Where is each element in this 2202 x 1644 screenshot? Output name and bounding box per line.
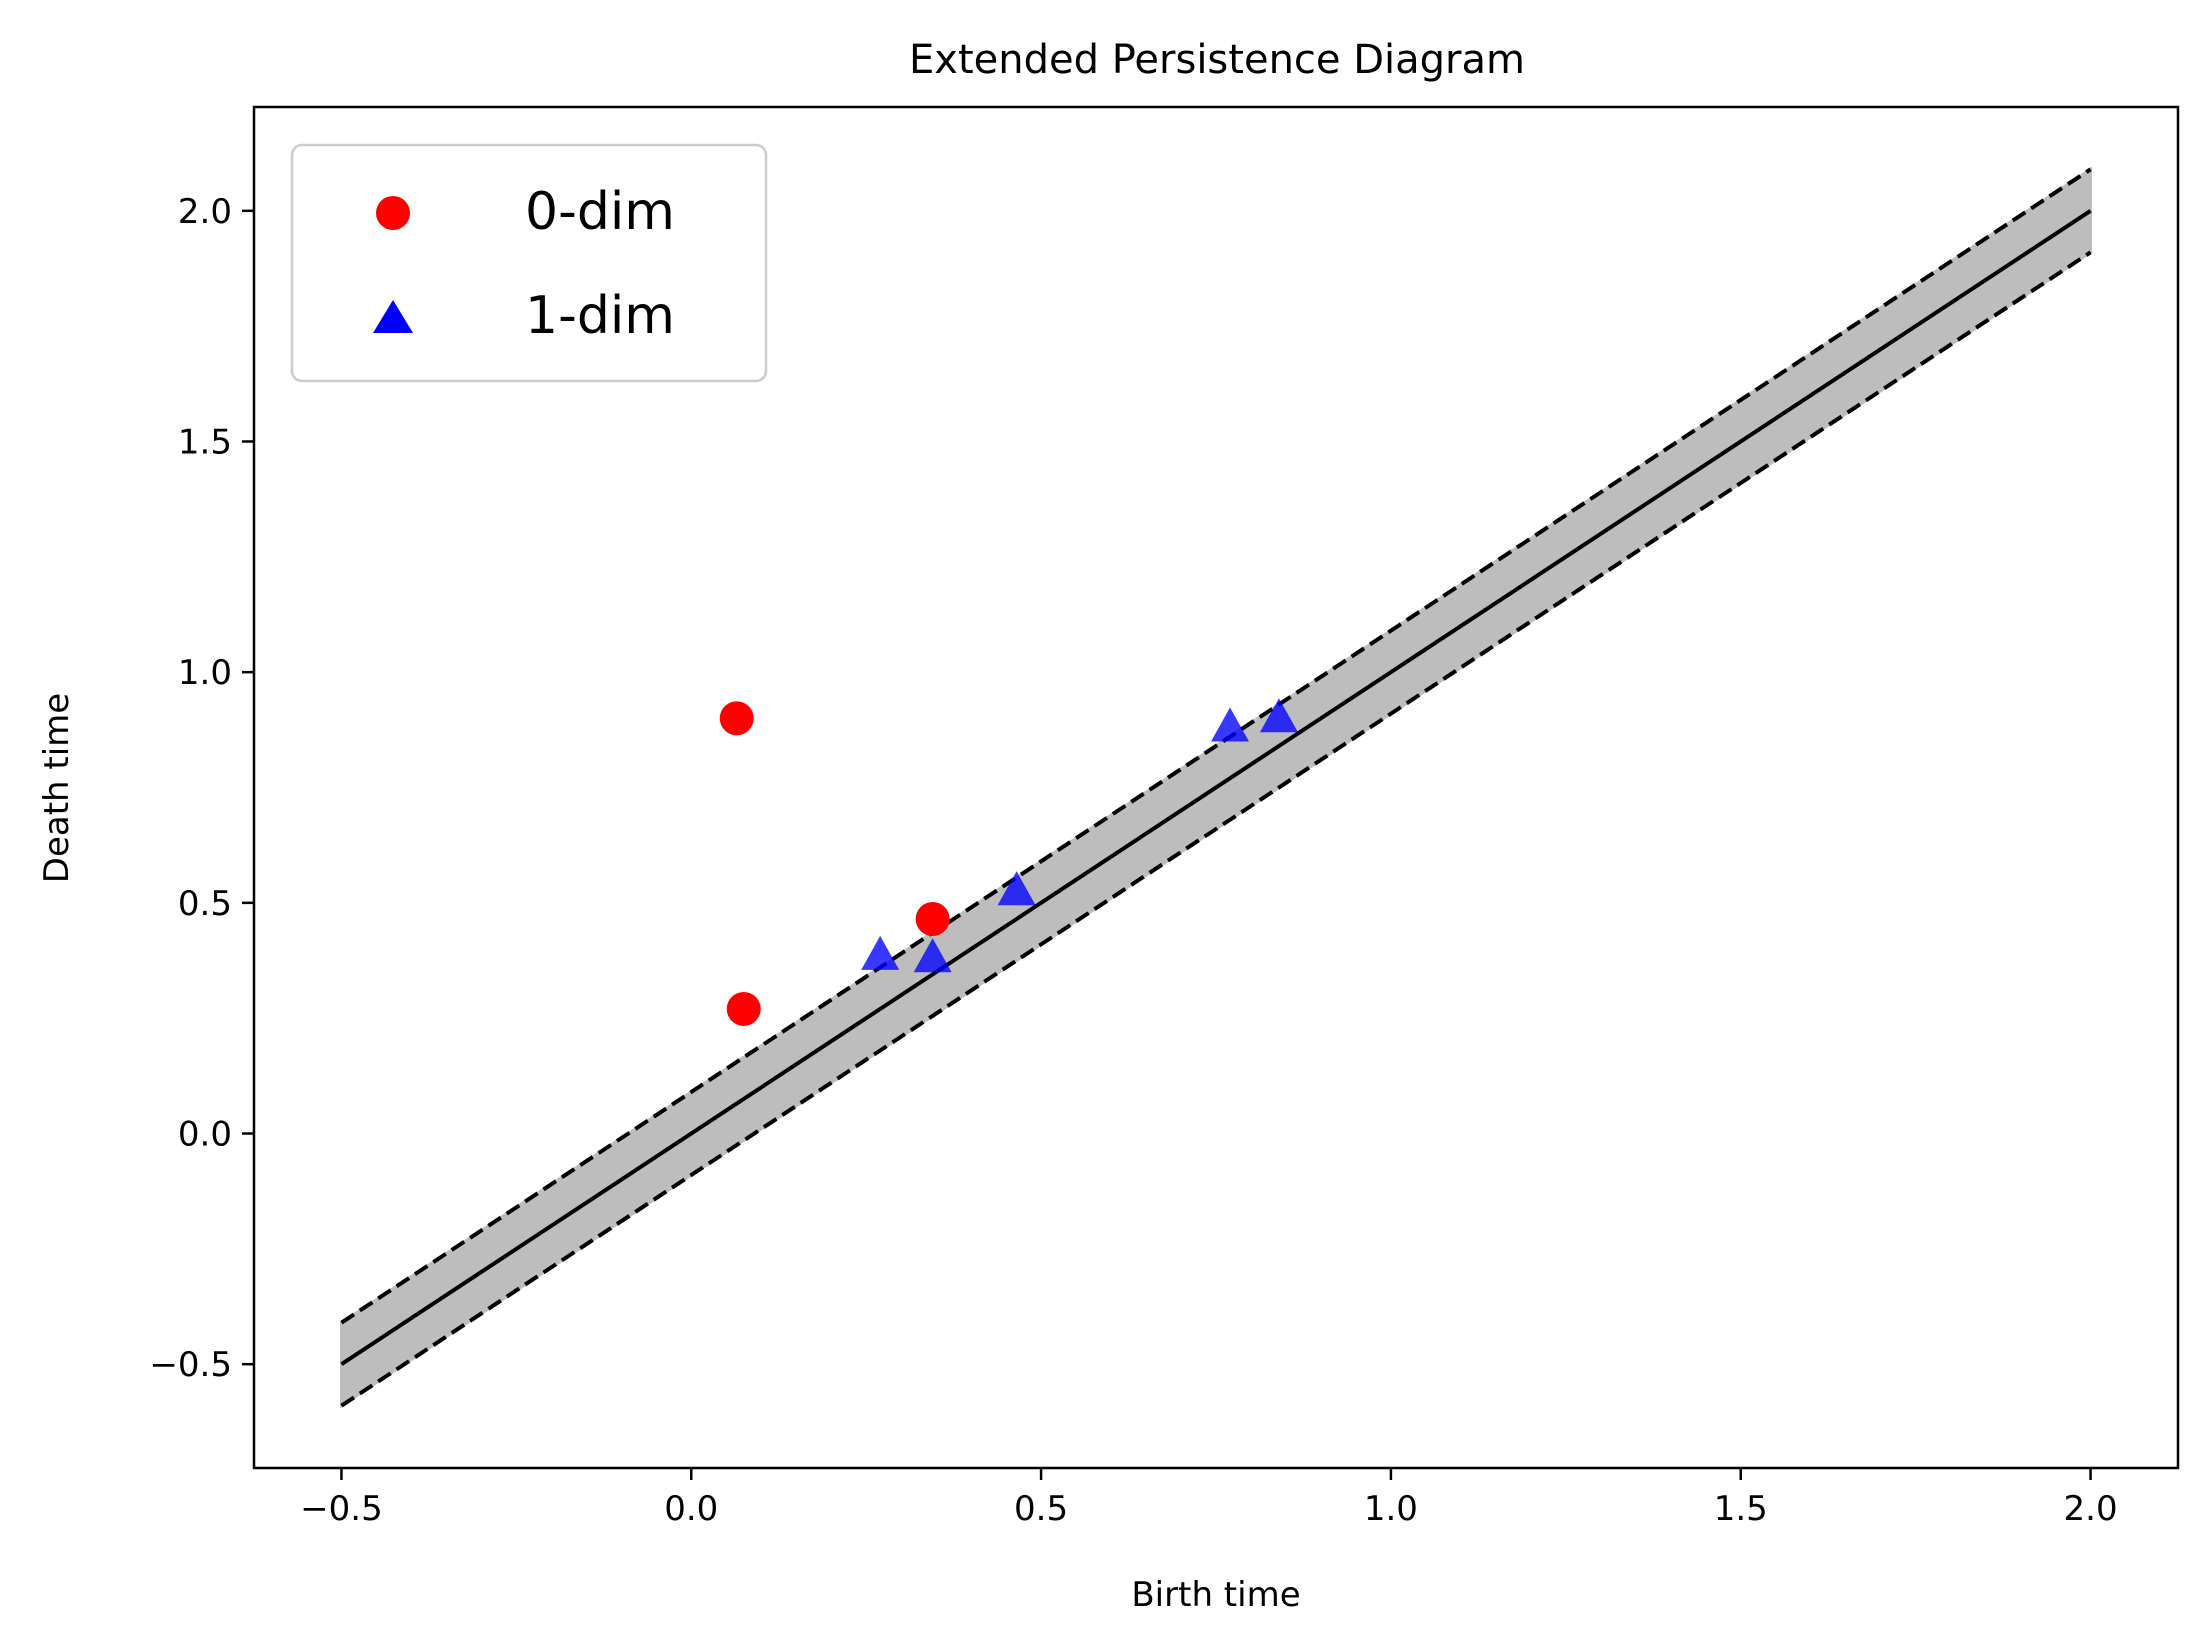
point-1-dim-4 [1259, 698, 1298, 733]
point-0-dim-2 [915, 901, 950, 936]
chart-title: Extended Persistence Diagram [909, 37, 1525, 83]
x-tick-label: −0.5 [300, 1489, 383, 1529]
point-0-dim-0 [719, 701, 754, 736]
point-1-dim-2 [997, 871, 1036, 906]
y-tick-label: −0.5 [149, 1345, 232, 1385]
y-axis-label: Death time [37, 693, 77, 883]
point-1-dim-3 [1210, 707, 1249, 742]
point-1-dim-1 [913, 938, 952, 973]
legend: 0-dim 1-dim [290, 143, 768, 383]
x-tick-label: 1.0 [1364, 1489, 1418, 1529]
y-tick-label: 2.0 [178, 192, 232, 232]
x-tick-label: 1.5 [1714, 1489, 1768, 1529]
y-tick-label: 1.0 [178, 653, 232, 693]
y-tick-label: 1.5 [178, 422, 232, 462]
point-0-dim-1 [726, 991, 761, 1026]
x-axis-label: Birth time [1131, 1575, 1300, 1615]
diagonal-line [340, 209, 2092, 1366]
legend-label-0-dim: 0-dim [525, 182, 675, 242]
legend-marker-1-dim [373, 300, 413, 333]
band-upper-dashed-line [340, 167, 2092, 1325]
y-tick-label: 0.5 [178, 884, 232, 924]
legend-label-1-dim: 1-dim [525, 286, 675, 346]
band-lower-dashed-line [340, 250, 2092, 1408]
point-1-dim-0 [861, 935, 900, 970]
x-tick-label: 0.0 [664, 1489, 718, 1529]
y-tick-label: 0.0 [178, 1115, 232, 1155]
x-tick-label: 0.5 [1014, 1489, 1068, 1529]
x-tick-label: 2.0 [2064, 1489, 2118, 1529]
legend-marker-0-dim [376, 196, 410, 230]
legend-box [290, 143, 768, 383]
axes-frame [252, 105, 2180, 1470]
